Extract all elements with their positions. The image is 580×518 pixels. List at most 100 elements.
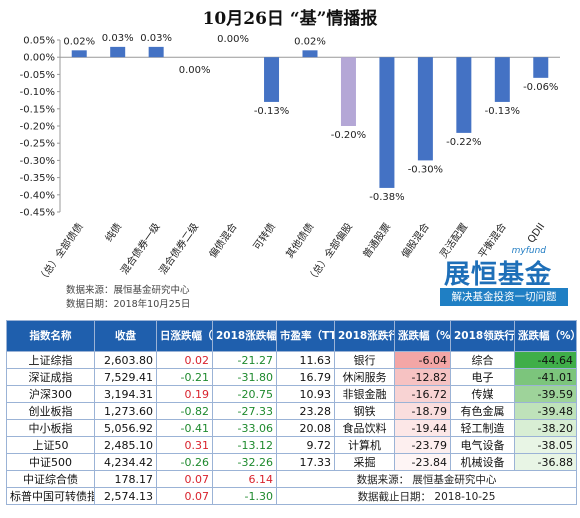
table-cell: 中证500 (6, 453, 95, 471)
table-cell: -0.26 (156, 453, 213, 471)
data-label: -0.22% (446, 137, 481, 148)
table-row: 沪深300 3,194.31 0.19 -20.75 10.93 非银金融 -16.72 传媒… (6, 385, 577, 403)
table-cell: -23.79 (394, 436, 451, 454)
table-header-row: 指数名称 收盘 日涨跌幅（%） 2018涨跌幅（%） 市盈率（TTM） 2018… (6, 320, 577, 352)
y-tick-label: -0.20% (20, 122, 55, 133)
table-footnote: 数据截止日期： 2018-10-25 (276, 487, 577, 505)
bar (302, 50, 318, 58)
y-tick-label: -0.25% (20, 139, 55, 150)
table-cell: -21.27 (212, 351, 277, 369)
table-cell: -0.21 (156, 368, 213, 386)
table-cell: 银行 (334, 351, 395, 369)
chart-area: 10月26日 “基”情播报 0.05% 0.00% -0.05% -0.10% -0.1… (20, 9, 568, 310)
table-cell: 178.17 (94, 470, 157, 488)
bar (494, 57, 510, 102)
source-line-2: 数据日期：2018年10月25日 (66, 299, 191, 310)
y-tick-label: -0.35% (20, 173, 55, 184)
table-cell: -23.84 (394, 453, 451, 471)
table-cell: 钢铁 (334, 402, 395, 420)
data-label: 0.00% (217, 34, 249, 45)
table-row: 中小板指 5,056.92 -0.41 -33.06 20.08 食品饮料 -19.44 轻工… (6, 419, 577, 437)
table-cell: 4,234.42 (94, 453, 157, 471)
x-tick-label: QDII (526, 221, 547, 245)
source-line-1: 数据来源：展恒基金研究中心 (66, 285, 190, 296)
table-cell: 综合 (450, 351, 515, 369)
y-tick-label: -0.30% (20, 156, 55, 167)
table-cell: 机械设备 (450, 453, 515, 471)
x-tick-label: 混合债券一级 (118, 220, 163, 277)
data-label: 0.02% (294, 36, 326, 47)
table-cell: -41.01 (514, 368, 577, 386)
y-tick-label: -0.05% (20, 70, 55, 81)
table-cell: 0.07 (156, 470, 213, 488)
data-label: 0.00% (179, 65, 211, 76)
table-cell: 传媒 (450, 385, 515, 403)
table-cell: -39.48 (514, 402, 577, 420)
table-cell: 深证成指 (6, 368, 95, 386)
bar (264, 57, 280, 102)
table-cell: -16.72 (394, 385, 451, 403)
chart-title: 10月26日 “基”情播报 (202, 9, 378, 29)
y-tick-label: -0.15% (20, 104, 55, 115)
logo-brand-text: 展恒基金 (444, 260, 553, 290)
table-row: 深证成指 7,529.41 -0.21 -31.80 16.79 休闲服务 -12.82 电子… (6, 368, 577, 386)
table-cell: 采掘 (334, 453, 395, 471)
table-cell: -0.82 (156, 402, 213, 420)
table-cell: -1.30 (212, 487, 277, 505)
table-cell: 轻工制造 (450, 419, 515, 437)
logo-slogan: 解决基金投资一切问题 (440, 288, 568, 306)
bar (456, 57, 472, 133)
bar (340, 57, 356, 127)
bar (417, 57, 433, 161)
table-footnote: 数据来源： 展恒基金研究中心 (276, 470, 577, 488)
logo-small-text: myfund (511, 246, 546, 256)
data-label: -0.06% (523, 82, 558, 93)
table-row: 中证综合债 178.17 0.07 6.14 数据来源： 展恒基金研究中心 (6, 470, 577, 488)
table-cell: -18.79 (394, 402, 451, 420)
table-cell: 中小板指 (6, 419, 95, 437)
data-label: -0.13% (254, 106, 289, 117)
table-cell: 11.63 (276, 351, 335, 369)
table-cell: -44.64 (514, 351, 577, 369)
y-tick-label: 0.05% (23, 36, 55, 47)
index-table-wrap: 指数名称 收盘 日涨跌幅（%） 2018涨跌幅（%） 市盈率（TTM） 2018… (6, 320, 577, 505)
y-tick-label: -0.45% (20, 208, 55, 219)
table-cell: 沪深300 (6, 385, 95, 403)
table-cell: 电气设备 (450, 436, 515, 454)
table-cell: 6.14 (212, 470, 277, 488)
table-cell: 1,273.60 (94, 402, 157, 420)
data-label: -0.20% (331, 130, 366, 141)
col-header: 2018涨跌幅（%） (212, 320, 277, 352)
table-cell: 0.31 (156, 436, 213, 454)
col-header: 收盘 (94, 320, 157, 352)
table-cell: 0.07 (156, 487, 213, 505)
table-cell: -31.80 (212, 368, 277, 386)
table-cell: -6.04 (394, 351, 451, 369)
table-cell: 7,529.41 (94, 368, 157, 386)
table-cell: 5,056.92 (94, 419, 157, 437)
table-cell: 9.72 (276, 436, 335, 454)
table-cell: -32.26 (212, 453, 277, 471)
data-label: -0.30% (408, 164, 443, 175)
table-cell: 创业板指 (6, 402, 95, 420)
table-row: 创业板指 1,273.60 -0.82 -27.33 23.28 钢铁 -18.79 有色金属… (6, 402, 577, 420)
table-row: 上证50 2,485.10 0.31 -13.12 9.72 计算机 -23.79 电气设备 -… (6, 436, 577, 454)
index-table: 指数名称 收盘 日涨跌幅（%） 2018涨跌幅（%） 市盈率（TTM） 2018… (6, 320, 577, 505)
table-cell: 0.02 (156, 351, 213, 369)
table-cell: 休闲服务 (334, 368, 395, 386)
x-tick-label: 纯债 (102, 220, 124, 244)
x-tick-label: 偏股混合 (398, 220, 432, 260)
table-cell: 非银金融 (334, 385, 395, 403)
table-cell: 3,194.31 (94, 385, 157, 403)
table-cell: -0.41 (156, 419, 213, 437)
table-cell: 23.28 (276, 402, 335, 420)
table-cell: -19.44 (394, 419, 451, 437)
table-cell: 上证综指 (6, 351, 95, 369)
col-header: 日涨跌幅（%） (156, 320, 213, 352)
table-cell: -20.75 (212, 385, 277, 403)
col-header: 涨跌幅（%） (514, 320, 577, 352)
table-row: 中证500 4,234.42 -0.26 -32.26 17.33 采掘 -23.84 机械设… (6, 453, 577, 471)
table-cell: 16.79 (276, 368, 335, 386)
bar (533, 57, 549, 78)
